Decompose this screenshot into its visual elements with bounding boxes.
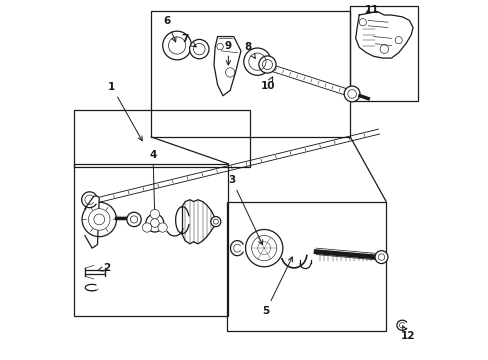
- Circle shape: [374, 251, 387, 264]
- Circle shape: [245, 229, 282, 267]
- Text: 2: 2: [97, 263, 110, 273]
- Text: 11: 11: [364, 5, 378, 15]
- Text: 9: 9: [224, 41, 231, 65]
- Circle shape: [158, 223, 167, 232]
- Bar: [74, 164, 228, 316]
- Text: 8: 8: [244, 42, 255, 58]
- Bar: [151, 12, 349, 137]
- Polygon shape: [214, 37, 241, 96]
- Circle shape: [163, 31, 191, 60]
- Text: 3: 3: [228, 175, 262, 245]
- Circle shape: [81, 192, 97, 208]
- Circle shape: [88, 209, 110, 230]
- Text: 10: 10: [260, 77, 274, 91]
- Bar: [74, 110, 249, 167]
- Polygon shape: [85, 196, 99, 248]
- Circle shape: [150, 210, 159, 219]
- Circle shape: [142, 223, 151, 232]
- Text: 5: 5: [262, 257, 292, 316]
- Circle shape: [81, 192, 97, 208]
- Polygon shape: [355, 12, 412, 58]
- Circle shape: [210, 217, 221, 226]
- Circle shape: [344, 86, 359, 102]
- Text: 1: 1: [108, 82, 142, 141]
- Circle shape: [189, 40, 208, 59]
- Bar: [349, 6, 418, 101]
- Text: 7: 7: [181, 34, 196, 47]
- Text: 12: 12: [400, 326, 414, 341]
- Circle shape: [145, 214, 163, 232]
- Circle shape: [126, 212, 141, 226]
- Bar: [226, 202, 386, 330]
- Text: 6: 6: [163, 17, 176, 42]
- Polygon shape: [85, 270, 104, 274]
- Text: 4: 4: [149, 150, 157, 216]
- Circle shape: [244, 48, 270, 75]
- Circle shape: [258, 56, 276, 73]
